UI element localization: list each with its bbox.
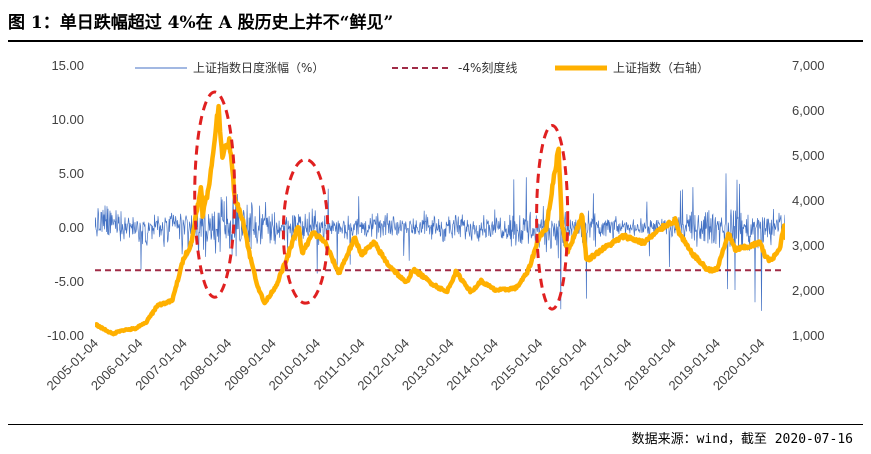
shanghai-index-series (95, 103, 785, 337)
left-tick-label: -5.00 (54, 274, 84, 289)
left-tick-label: 5.00 (59, 166, 84, 181)
title-divider (8, 40, 863, 42)
right-tick-label: 6,000 (792, 103, 825, 118)
right-tick-label: 2,000 (792, 283, 825, 298)
annotation-ellipse (281, 158, 330, 305)
daily-return-line (95, 173, 785, 311)
annotation-ellipse (193, 90, 237, 299)
legend-label: 上证指数日度涨幅（%） (193, 60, 324, 75)
footer-divider (8, 424, 863, 425)
left-tick-label: 0.00 (59, 220, 84, 235)
right-tick-label: 4,000 (792, 193, 825, 208)
shanghai-index-line (95, 103, 785, 337)
chart-legend: 上证指数日度涨幅（%） -4%刻度线 上证指数（右轴） (135, 60, 709, 75)
right-axis-ticks: 7,000 6,000 5,000 4,000 3,000 2,000 1,000 (792, 58, 825, 343)
right-tick-label: 7,000 (792, 58, 825, 73)
annotation-ellipses (193, 90, 570, 311)
left-tick-label: 10.00 (51, 112, 84, 127)
left-axis-ticks: 15.00 10.00 5.00 0.00 -5.00 -10.00 (47, 58, 84, 343)
source-note: 数据来源：wind，截至 2020-07-16 (631, 432, 853, 447)
figure-title: 图 1：单日跌幅超过 4%在 A 股历史上并不“鲜见” (8, 13, 394, 33)
x-axis-ticks: 2005-01-042006-01-042007-01-042008-01-04… (43, 336, 767, 394)
right-tick-label: 1,000 (792, 328, 825, 343)
legend-label: 上证指数（右轴） (613, 60, 709, 75)
left-tick-label: 15.00 (51, 58, 84, 73)
legend-label: -4%刻度线 (458, 60, 517, 75)
daily-return-series (95, 173, 785, 311)
right-tick-label: 3,000 (792, 238, 825, 253)
right-tick-label: 5,000 (792, 148, 825, 163)
left-tick-label: -10.00 (47, 328, 84, 343)
annotation-ellipse (535, 123, 570, 311)
